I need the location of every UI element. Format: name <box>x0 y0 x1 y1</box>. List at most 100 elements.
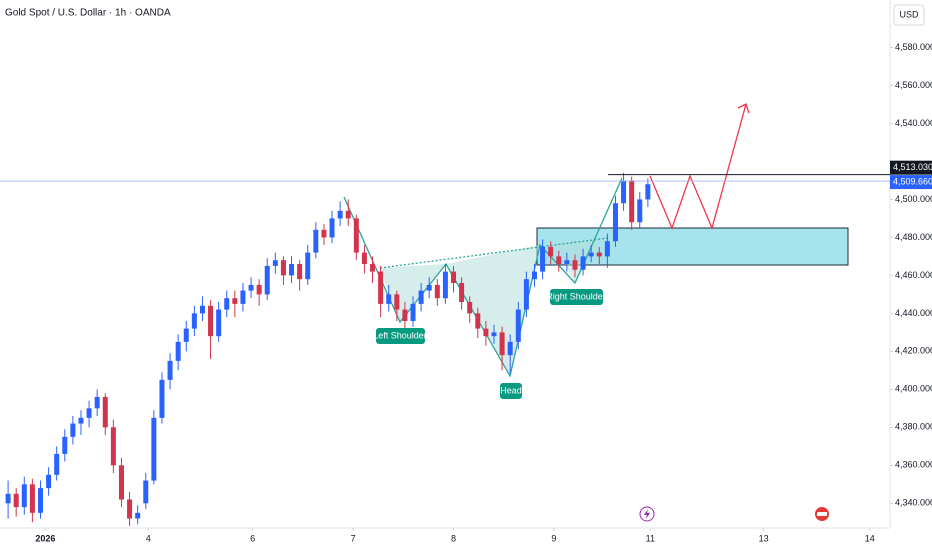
candle-body <box>13 493 19 508</box>
annotation-box <box>550 289 603 305</box>
head-fill <box>446 245 540 376</box>
candle-body <box>232 298 238 304</box>
candle-body <box>240 290 246 304</box>
x-tick-label: 11 <box>646 533 655 543</box>
candle-body <box>102 396 108 428</box>
x-tick-label: 14 <box>865 533 875 543</box>
candle-body <box>588 252 594 257</box>
candle-body <box>329 218 335 238</box>
x-tick-label: 6 <box>250 533 255 543</box>
candle-body <box>248 284 254 291</box>
candle-body <box>451 271 457 283</box>
candle-body <box>564 260 570 264</box>
candle-body <box>353 218 359 253</box>
candle-body <box>556 256 562 264</box>
candle-body <box>531 271 537 280</box>
y-tick-label: 4,360.000 <box>895 460 932 470</box>
candle-body <box>46 474 52 489</box>
candle-body <box>548 246 554 257</box>
candle-body <box>224 298 230 310</box>
candle-body <box>645 184 651 200</box>
candle-body <box>159 379 165 418</box>
y-tick-label: 4,460.000 <box>895 270 932 280</box>
candle-body <box>289 264 295 276</box>
price-tag <box>890 175 932 190</box>
candle-body <box>467 301 473 314</box>
x-tick-label: 13 <box>759 533 769 543</box>
arrow-head <box>737 103 750 114</box>
candle-body <box>491 332 497 337</box>
candle-body <box>612 203 618 242</box>
annotation-box <box>376 328 425 344</box>
candle-body <box>70 423 76 437</box>
y-tick-label: 4,420.000 <box>895 346 932 356</box>
candle-body <box>199 305 205 314</box>
projection-path <box>649 103 747 230</box>
y-tick-label: 4,560.000 <box>895 80 932 90</box>
currency-box <box>893 4 925 26</box>
y-tick-label: 4,500.000 <box>895 194 932 204</box>
candle-body <box>86 408 92 418</box>
candle-body <box>361 252 367 264</box>
candle-body <box>426 284 432 291</box>
chart-title: Gold Spot / U.S. Dollar · 1h · OANDA <box>5 8 171 19</box>
candle-body <box>143 480 149 504</box>
candle-body <box>167 360 173 380</box>
y-tick-label: 4,400.000 <box>895 384 932 394</box>
x-tick-label: 7 <box>351 533 356 543</box>
x-tick-label: 9 <box>551 533 556 543</box>
candle-body <box>345 210 351 219</box>
candle-body <box>272 260 278 266</box>
candle-body <box>175 341 181 361</box>
candle-body <box>208 305 214 337</box>
price-tag-label: 4,513.030 <box>893 162 932 172</box>
candle-body <box>596 252 602 257</box>
candle-body <box>410 303 416 321</box>
candle-body <box>604 241 610 257</box>
price-tag <box>890 160 932 175</box>
candle-body <box>394 294 400 310</box>
x-tick-label: 2026 <box>35 533 55 543</box>
candle-body <box>264 265 270 295</box>
candle-body <box>370 264 376 272</box>
candle-body <box>78 417 84 424</box>
x-tick-label: 4 <box>146 533 151 543</box>
candle-body <box>483 328 489 337</box>
candle-body <box>135 512 141 519</box>
candle-body <box>183 328 189 342</box>
candle-body <box>94 396 100 409</box>
candle-body <box>280 260 286 276</box>
candle-body <box>321 229 327 238</box>
event-icon-bolt <box>644 509 650 519</box>
candle-body <box>110 427 116 466</box>
annotation-box <box>500 383 522 399</box>
x-tick-label: 8 <box>451 533 456 543</box>
currency: USD <box>899 9 919 19</box>
candle-body <box>37 488 43 513</box>
candle-body <box>5 493 11 504</box>
candle-body <box>151 417 157 481</box>
candle-body <box>378 271 384 304</box>
y-tick-label: 4,540.000 <box>895 118 932 128</box>
candle-body <box>256 284 262 295</box>
candle-body <box>507 341 513 356</box>
candles <box>5 172 651 527</box>
candle-body <box>118 465 124 500</box>
y-tick-label: 4,440.000 <box>895 308 932 318</box>
candle-body <box>386 294 392 304</box>
candle-body <box>305 252 311 280</box>
candle-body <box>297 264 303 280</box>
y-tick-label: 4,580.000 <box>895 42 932 52</box>
candle-body <box>434 284 440 299</box>
annotation: Head <box>500 385 522 395</box>
candle-body <box>418 290 424 304</box>
candle-body <box>637 199 643 223</box>
candle-body <box>515 309 521 342</box>
candle-body <box>29 484 35 513</box>
candle-body <box>54 453 60 475</box>
candle-body <box>459 282 465 302</box>
candle-body <box>499 332 505 356</box>
annotation: Left Shoulder <box>373 330 427 340</box>
candle-body <box>475 313 481 329</box>
